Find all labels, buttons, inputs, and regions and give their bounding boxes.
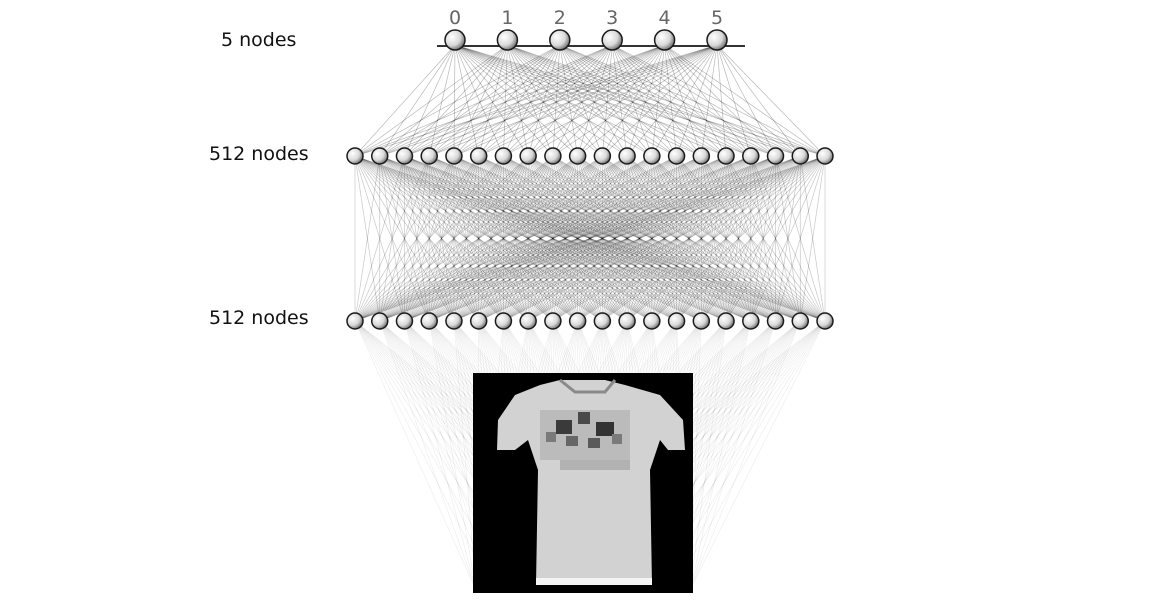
output-node-5	[706, 29, 728, 51]
output-class-label-2: 2	[554, 7, 566, 29]
output-node-4	[653, 29, 676, 51]
hidden2-node-5	[469, 147, 488, 165]
output-node-1	[496, 29, 519, 51]
output-class-label-4: 4	[659, 7, 671, 29]
hidden1-node-5	[469, 312, 488, 330]
output-node-0	[444, 29, 466, 51]
hidden2-node-17	[766, 147, 785, 165]
hidden1-node-10	[593, 312, 612, 330]
hidden1-node-7	[519, 312, 537, 330]
output-node-3	[601, 29, 623, 51]
hidden1-node-19	[816, 312, 834, 330]
hidden1-node-2	[395, 312, 414, 330]
input-image-tshirt	[473, 373, 693, 593]
hidden2-node-9	[568, 147, 587, 165]
hidden1-node-18	[791, 312, 810, 330]
hidden-layer-2-nodes	[346, 147, 834, 165]
output-class-label-5: 5	[711, 7, 723, 29]
hidden2-node-8	[544, 147, 562, 165]
hidden1-node-3	[420, 312, 438, 330]
hidden1-node-14	[692, 312, 711, 330]
hidden1-node-11	[618, 312, 636, 330]
hidden2-node-0	[346, 147, 364, 165]
output-class-label-0: 0	[449, 7, 461, 29]
hidden2-node-3	[420, 147, 438, 165]
output-layer-nodes	[444, 29, 728, 51]
hidden1-node-0	[346, 312, 364, 330]
hidden1-node-1	[370, 312, 389, 330]
hidden1-node-9	[568, 312, 587, 330]
hidden2-node-7	[519, 147, 537, 165]
output-node-2	[549, 29, 571, 51]
hidden-layer-1-nodes	[346, 312, 834, 330]
hidden2-node-10	[593, 147, 612, 165]
hidden2-node-6	[494, 147, 513, 165]
output-class-labels: 0 1 2 3 4 5	[449, 7, 723, 29]
hidden1-node-6	[494, 312, 513, 330]
hidden2-node-19	[816, 147, 834, 165]
output-class-label-1: 1	[501, 7, 513, 29]
hidden2-node-1	[370, 147, 389, 165]
hidden1-node-13	[667, 312, 686, 330]
hidden2-node-13	[667, 147, 686, 165]
hidden2-node-4	[445, 147, 463, 165]
hidden1-node-16	[742, 312, 760, 330]
output-class-label-3: 3	[606, 7, 618, 29]
hidden1-node-8	[544, 312, 562, 330]
hidden2-node-15	[717, 147, 735, 165]
hidden1-node-12	[643, 312, 661, 330]
hidden2-node-18	[791, 147, 810, 165]
hidden1-node-17	[766, 312, 785, 330]
edges-output-to-hidden2	[354, 44, 826, 157]
hidden-layer-1-label: 512 nodes	[209, 307, 309, 329]
hidden2-node-11	[618, 147, 636, 165]
hidden1-node-4	[445, 312, 463, 330]
hidden2-node-14	[692, 147, 711, 165]
hidden2-node-16	[742, 147, 760, 165]
hidden2-node-2	[395, 147, 414, 165]
edges-hidden2-to-hidden1	[354, 155, 826, 322]
hidden1-node-15	[717, 312, 735, 330]
hidden2-node-12	[643, 147, 661, 165]
output-layer-label: 5 nodes	[221, 29, 297, 51]
hidden-layer-2-label: 512 nodes	[209, 143, 309, 165]
